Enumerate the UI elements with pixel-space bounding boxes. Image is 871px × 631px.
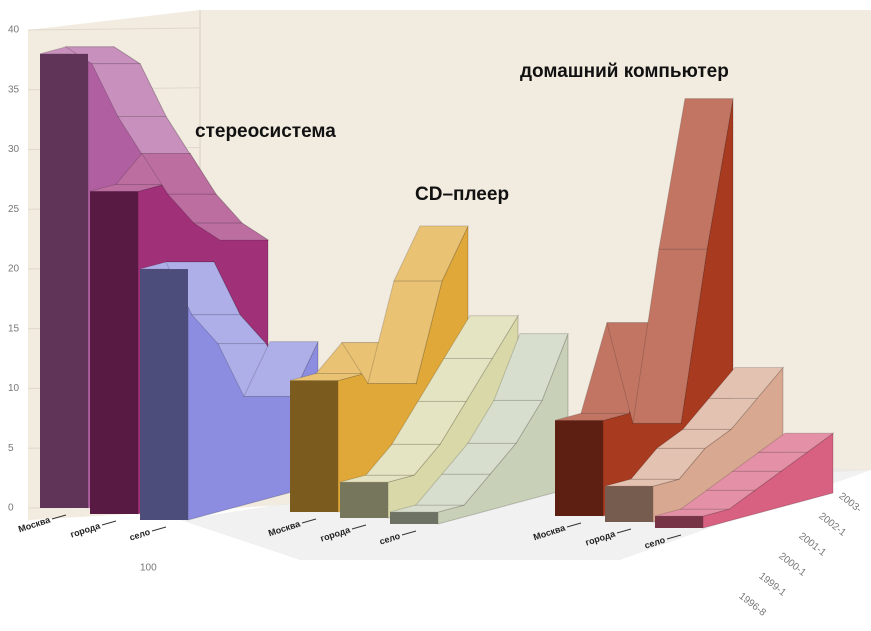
depth-tick-label: 2001-1 — [797, 531, 829, 559]
location-tick — [401, 530, 417, 536]
ribbon-top-shade — [733, 452, 807, 472]
y-tick-label: 5 — [8, 443, 14, 454]
group-title: CD–плеер — [415, 184, 509, 205]
location-tick — [51, 514, 67, 520]
ribbon-top — [658, 98, 734, 250]
ribbon-top — [393, 225, 469, 282]
ribbon-front-shade — [290, 380, 338, 512]
ribbon-top-shade — [605, 479, 679, 487]
location-label: города — [69, 520, 102, 539]
location-tick — [101, 520, 117, 526]
location-tick — [616, 528, 632, 534]
ribbon-top — [443, 315, 519, 360]
ribbon-top-shade — [659, 98, 733, 249]
ribbon-front — [40, 53, 88, 509]
depth-tick-label: 2003- — [837, 491, 864, 515]
depth-tick-label: 1999-1 — [757, 571, 789, 599]
ribbon-front-shade — [140, 269, 188, 520]
ribbon-front — [655, 516, 703, 528]
y-tick-label: 25 — [8, 204, 20, 215]
ribbon-top-shade — [681, 490, 755, 510]
ribbon-top-shade — [442, 443, 516, 475]
ribbon-top-shade — [194, 223, 268, 240]
ribbon-top-shade — [633, 249, 707, 424]
group-title: стереосистема — [195, 121, 336, 142]
ribbon-front-shade — [390, 512, 438, 524]
ribbon-top-shade — [683, 398, 757, 430]
y-tick-label: 40 — [8, 25, 20, 36]
ribbon-top-shade — [416, 474, 490, 506]
location-tick — [566, 522, 582, 528]
ribbon-front — [390, 512, 438, 524]
y-tick-label: 20 — [8, 264, 20, 275]
ribbon-front — [90, 191, 138, 514]
ribbon-front-shade — [340, 482, 388, 518]
y-tick-label: 35 — [8, 84, 20, 95]
group-title: домашний компьютер — [520, 61, 729, 82]
ribbon-front — [605, 486, 653, 522]
ribbon-top-shade — [657, 429, 731, 449]
y-tick-label: 30 — [8, 144, 20, 155]
ribbon-top-shade — [368, 280, 442, 384]
grid-line — [27, 27, 201, 31]
ribbon-top-shade — [707, 471, 781, 491]
ribbon-top — [757, 432, 835, 453]
depth-tick-label: 2000-1 — [777, 551, 809, 579]
ribbon-front-shade — [90, 191, 138, 514]
ribbon-front-shade — [655, 516, 703, 528]
ribbon-top — [192, 222, 270, 241]
page-note: 100 — [140, 563, 157, 574]
ribbon-top-shade — [92, 63, 166, 117]
ribbon-top-shade — [244, 341, 318, 397]
ribbon-top-shade — [66, 46, 140, 64]
ribbon-top-shade — [390, 505, 464, 513]
ribbon-top-shade — [340, 475, 414, 483]
ribbon-top-shade — [555, 413, 629, 421]
ribbon-top-shade — [709, 367, 783, 399]
ribbon-top-shade — [192, 314, 266, 344]
y-tick-label: 15 — [8, 323, 20, 334]
ribbon-top-shade — [444, 315, 518, 359]
depth-tick-label: 2002-1 — [817, 511, 849, 539]
ribbon-top-shade — [366, 444, 440, 476]
location-tick — [666, 534, 682, 540]
location-tick — [351, 524, 367, 530]
ribbon-top — [243, 341, 319, 397]
ribbon-top — [707, 367, 785, 399]
y-tick-label: 10 — [8, 383, 20, 394]
ribbon-top-shade — [392, 401, 466, 445]
location-tick — [151, 526, 167, 532]
ribbon-top-shade — [759, 433, 833, 453]
depth-tick-label: 1996-8 — [737, 591, 769, 619]
ribbon-top-shade — [418, 358, 492, 402]
ribbon-top-shade — [494, 333, 568, 401]
ribbon-front-shade — [605, 486, 653, 522]
ribbon-top-shade — [142, 153, 216, 195]
ribbon-top-shade — [631, 448, 705, 480]
ribbon-front-shade — [555, 420, 603, 516]
y-tick-label: 0 — [8, 503, 14, 514]
ribbon-top-shade — [394, 226, 468, 281]
ribbon-top-shade — [290, 373, 364, 381]
ribbon-top-shade — [168, 194, 242, 224]
ribbon-top-shade — [118, 116, 192, 158]
ribbon-front — [140, 269, 188, 520]
ribbon-front — [555, 420, 603, 516]
ribbon-top — [493, 333, 569, 401]
location-tick — [301, 518, 317, 524]
ribbon-top-shade — [655, 509, 729, 517]
location-label: село — [128, 526, 152, 542]
ribbon-top-shade — [468, 400, 542, 444]
ribbon-top-shade — [90, 184, 164, 192]
ribbon-front — [290, 380, 338, 512]
ribbon-front — [340, 482, 388, 518]
ribbon-front-shade — [40, 53, 88, 509]
